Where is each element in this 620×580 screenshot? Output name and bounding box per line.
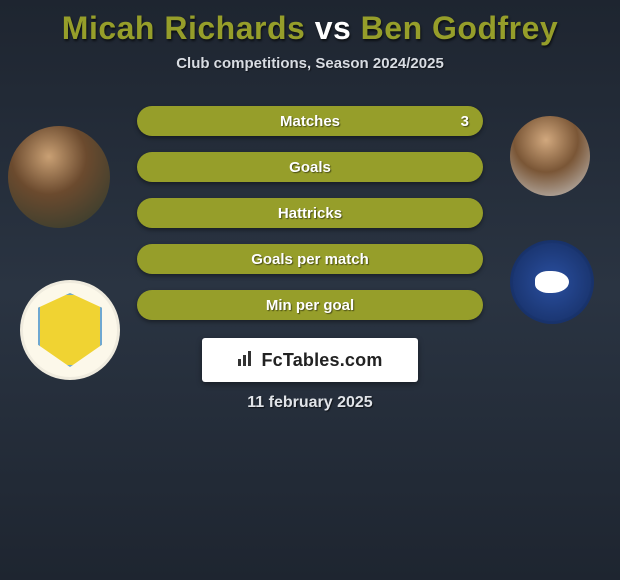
player2-club-crest: [510, 240, 594, 324]
stat-row-hattricks: Hattricks: [137, 198, 483, 228]
player1-club-crest: [20, 280, 120, 380]
stat-bars: Matches 3 Goals Hattricks Goals per matc…: [137, 102, 483, 320]
stat-label: Hattricks: [137, 198, 483, 228]
stat-row-min-per-goal: Min per goal: [137, 290, 483, 320]
title-player2: Ben Godfrey: [361, 10, 559, 46]
page-title: Micah Richards vs Ben Godfrey: [0, 0, 620, 47]
stat-label: Min per goal: [137, 290, 483, 320]
stat-label: Goals: [137, 152, 483, 182]
stat-row-goals: Goals: [137, 152, 483, 182]
brand-text: FcTables.com: [261, 350, 382, 371]
date-label: 11 february 2025: [0, 394, 620, 412]
stat-row-goals-per-match: Goals per match: [137, 244, 483, 274]
player2-avatar: [510, 116, 590, 196]
brand-badge[interactable]: FcTables.com: [202, 338, 418, 382]
subtitle: Club competitions, Season 2024/2025: [0, 55, 620, 72]
stat-value-right: 3: [461, 106, 469, 136]
title-player1: Micah Richards: [62, 10, 306, 46]
comparison-panel: Matches 3 Goals Hattricks Goals per matc…: [0, 102, 620, 412]
stat-row-matches: Matches 3: [137, 106, 483, 136]
stat-label: Goals per match: [137, 244, 483, 274]
player1-avatar: [8, 126, 110, 228]
stat-label: Matches: [137, 106, 483, 136]
chart-icon: [237, 349, 255, 372]
title-vs: vs: [315, 10, 352, 46]
